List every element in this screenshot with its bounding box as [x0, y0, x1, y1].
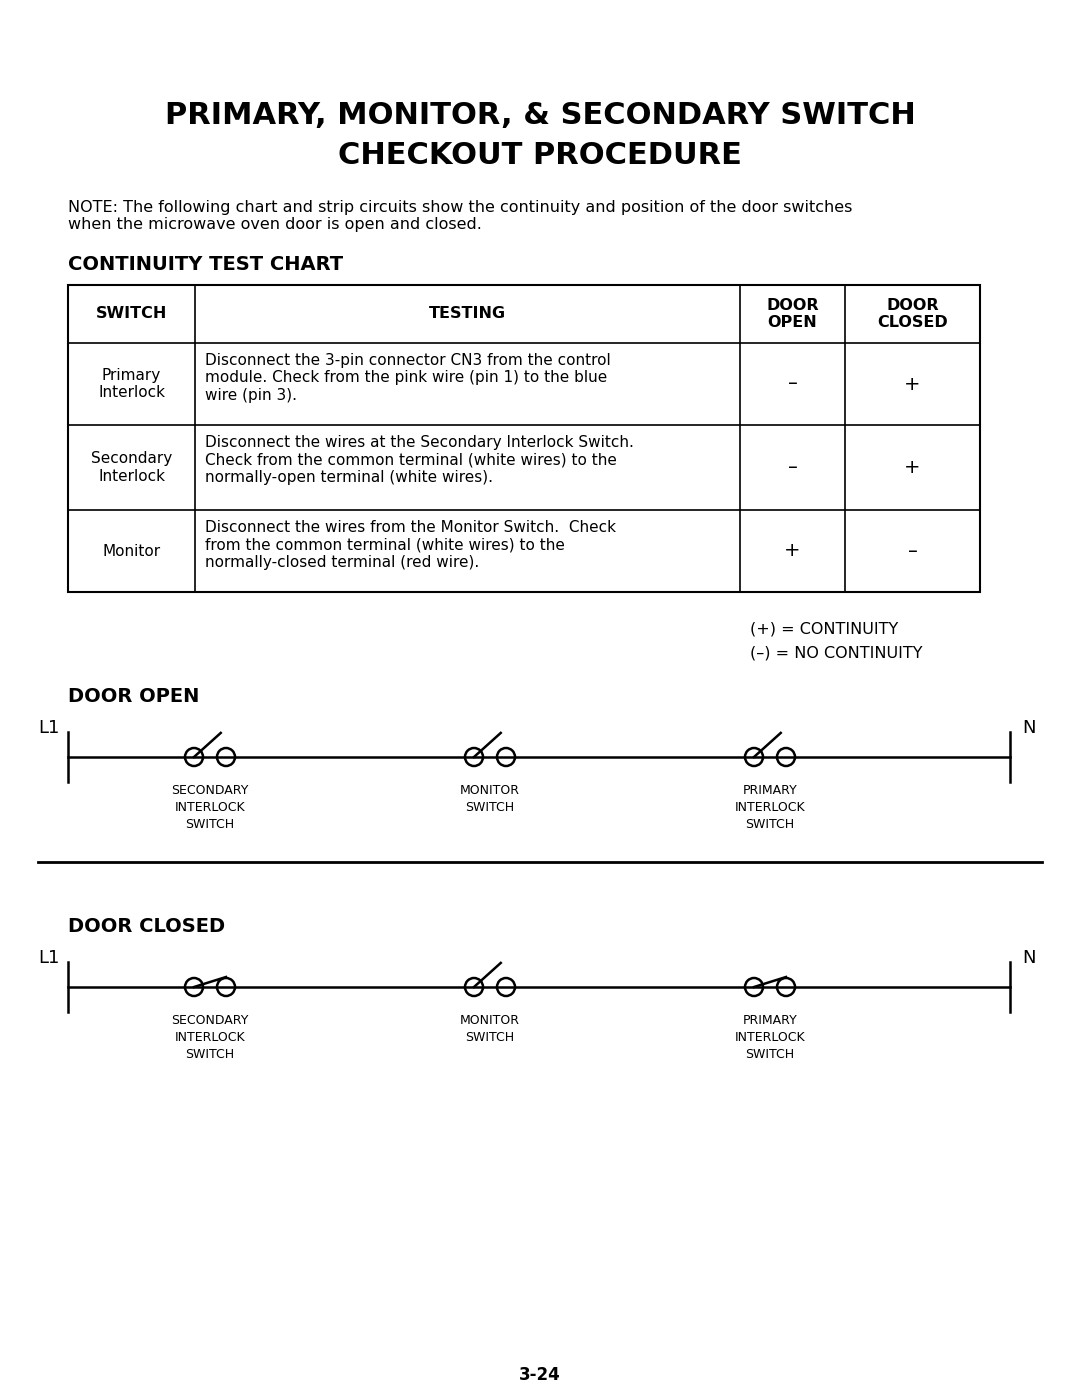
Text: INTERLOCK: INTERLOCK [175, 800, 245, 814]
Text: SWITCH: SWITCH [465, 800, 514, 814]
Text: PRIMARY, MONITOR, & SECONDARY SWITCH: PRIMARY, MONITOR, & SECONDARY SWITCH [164, 101, 916, 130]
Text: SWITCH: SWITCH [186, 819, 234, 831]
Text: CONTINUITY TEST CHART: CONTINUITY TEST CHART [68, 256, 343, 274]
Text: INTERLOCK: INTERLOCK [734, 800, 806, 814]
Text: DOOR
CLOSED: DOOR CLOSED [877, 298, 948, 330]
Bar [68, 285, 980, 592]
Text: (–) = NO CONTINUITY: (–) = NO CONTINUITY [750, 645, 922, 661]
Text: +: + [904, 374, 921, 394]
Text: Primary
Interlock: Primary Interlock [98, 367, 165, 400]
Text: SWITCH: SWITCH [745, 1048, 795, 1060]
Text: Monitor: Monitor [103, 543, 161, 559]
Text: Disconnect the 3-pin connector CN3 from the control
module. Check from the pink : Disconnect the 3-pin connector CN3 from … [205, 353, 611, 402]
Text: Secondary
Interlock: Secondary Interlock [91, 451, 172, 483]
Text: +: + [784, 542, 800, 560]
Text: L1: L1 [38, 949, 59, 967]
Text: L1: L1 [38, 719, 59, 738]
Text: SWITCH: SWITCH [745, 819, 795, 831]
Text: SECONDARY: SECONDARY [172, 784, 248, 798]
Text: SECONDARY: SECONDARY [172, 1014, 248, 1027]
Text: DOOR
OPEN: DOOR OPEN [766, 298, 819, 330]
Text: –: – [787, 374, 797, 394]
Text: DOOR CLOSED: DOOR CLOSED [68, 916, 225, 936]
Text: Disconnect the wires at the Secondary Interlock Switch.
Check from the common te: Disconnect the wires at the Secondary In… [205, 434, 634, 485]
Text: SWITCH: SWITCH [186, 1048, 234, 1060]
Text: (+) = CONTINUITY: (+) = CONTINUITY [750, 622, 899, 637]
Text: MONITOR: MONITOR [460, 784, 519, 798]
Text: PRIMARY: PRIMARY [743, 784, 797, 798]
Text: –: – [787, 458, 797, 476]
Text: +: + [904, 458, 921, 476]
Text: PRIMARY: PRIMARY [743, 1014, 797, 1027]
Text: INTERLOCK: INTERLOCK [734, 1031, 806, 1044]
Text: Disconnect the wires from the Monitor Switch.  Check
from the common terminal (w: Disconnect the wires from the Monitor Sw… [205, 520, 616, 570]
Text: N: N [1022, 719, 1036, 738]
Text: NOTE: The following chart and strip circuits show the continuity and position of: NOTE: The following chart and strip circ… [68, 200, 852, 232]
Text: –: – [907, 542, 917, 560]
Text: DOOR OPEN: DOOR OPEN [68, 687, 200, 705]
Text: TESTING: TESTING [429, 306, 507, 321]
Text: 3-24: 3-24 [519, 1366, 561, 1384]
Text: SWITCH: SWITCH [465, 1031, 514, 1044]
Text: INTERLOCK: INTERLOCK [175, 1031, 245, 1044]
Text: MONITOR: MONITOR [460, 1014, 519, 1027]
Text: CHECKOUT PROCEDURE: CHECKOUT PROCEDURE [338, 141, 742, 169]
Text: N: N [1022, 949, 1036, 967]
Text: SWITCH: SWITCH [96, 306, 167, 321]
